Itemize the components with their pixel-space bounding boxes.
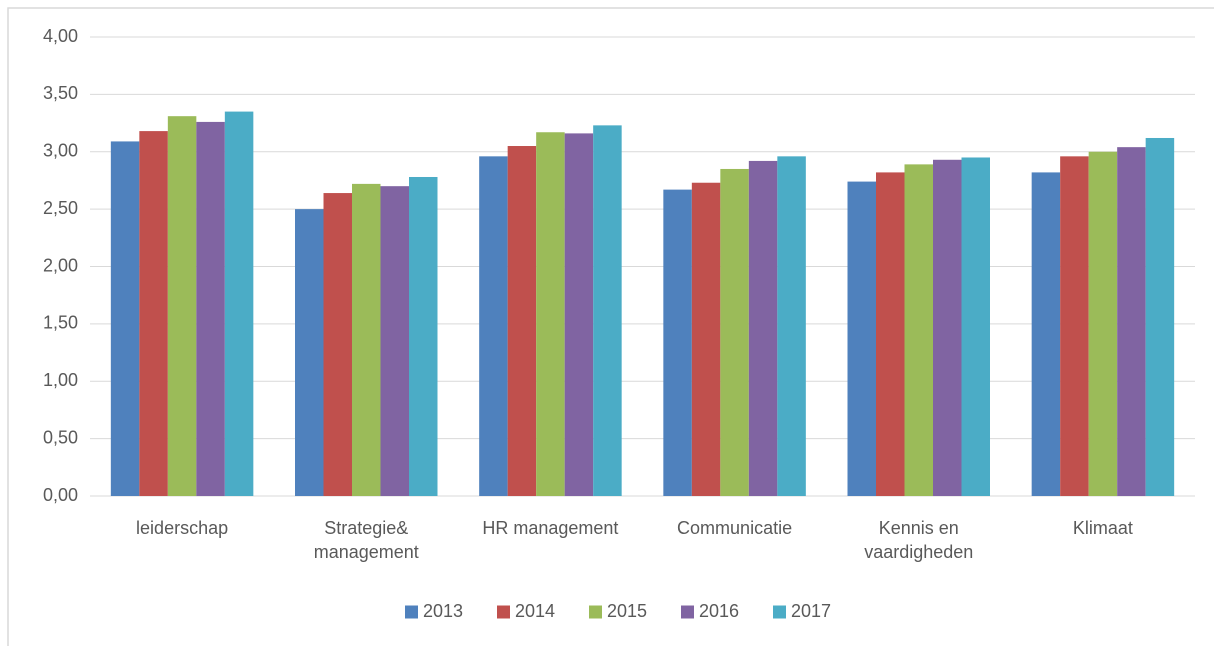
bar bbox=[593, 125, 622, 497]
bar bbox=[352, 183, 381, 496]
x-tick-label: HR management bbox=[482, 518, 619, 538]
x-tick-label: Communicatie bbox=[677, 518, 793, 538]
y-tick-label: 0,00 bbox=[43, 485, 78, 505]
bar bbox=[167, 116, 197, 497]
y-tick-label: 3,50 bbox=[43, 83, 78, 103]
legend-label: 2017 bbox=[791, 601, 831, 621]
bar bbox=[1088, 151, 1118, 496]
bar bbox=[691, 182, 721, 497]
legend-swatch bbox=[497, 605, 510, 619]
bar bbox=[748, 160, 778, 496]
bar bbox=[1145, 137, 1175, 497]
bar bbox=[196, 121, 225, 496]
bar bbox=[777, 156, 806, 496]
legend-swatch bbox=[681, 605, 694, 619]
legend-label: 2015 bbox=[607, 601, 647, 621]
x-tick-label: leiderschap bbox=[136, 518, 229, 538]
legend-label: 2014 bbox=[515, 601, 555, 621]
x-tick-label: Kennis en vaardigheden bbox=[864, 518, 974, 562]
bar bbox=[409, 176, 438, 496]
y-tick-label: 3,00 bbox=[43, 141, 78, 161]
bar bbox=[507, 146, 537, 496]
bar bbox=[663, 189, 692, 496]
legend-swatch bbox=[405, 605, 418, 619]
bar bbox=[295, 209, 324, 496]
bar bbox=[139, 131, 168, 496]
y-tick-label: 4,00 bbox=[43, 26, 78, 46]
bar bbox=[479, 156, 508, 496]
y-tick-label: 1,50 bbox=[43, 313, 78, 333]
bar bbox=[564, 133, 594, 496]
bar bbox=[323, 193, 352, 496]
legend-label: 2016 bbox=[699, 601, 739, 621]
bar bbox=[380, 186, 409, 497]
bar bbox=[110, 141, 140, 497]
bar bbox=[536, 132, 565, 496]
bar bbox=[224, 111, 254, 497]
bar bbox=[1060, 156, 1089, 496]
bar bbox=[961, 157, 990, 497]
bar bbox=[876, 172, 905, 496]
bar bbox=[1117, 147, 1146, 496]
chart-border bbox=[7, 7, 1214, 646]
x-tick-label: Strategie& management bbox=[313, 518, 419, 562]
legend-swatch bbox=[773, 605, 786, 619]
y-tick-label: 2,50 bbox=[43, 198, 78, 218]
bar bbox=[933, 159, 962, 496]
bar bbox=[1031, 172, 1061, 496]
x-tick-label: Klimaat bbox=[1072, 518, 1133, 538]
y-tick-label: 0,50 bbox=[43, 427, 78, 447]
bar bbox=[720, 168, 749, 496]
legend-label: 2013 bbox=[423, 601, 463, 621]
legend-swatch bbox=[589, 605, 602, 619]
y-tick-label: 1,00 bbox=[43, 370, 78, 390]
bar bbox=[904, 164, 933, 496]
y-tick-label: 2,00 bbox=[43, 255, 78, 275]
bar bbox=[847, 181, 876, 496]
